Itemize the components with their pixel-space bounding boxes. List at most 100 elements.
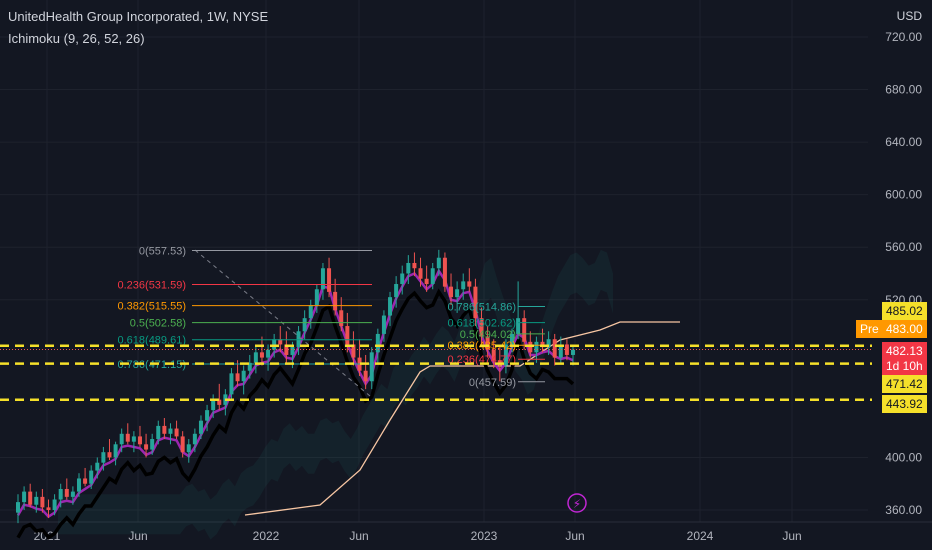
candle-body <box>235 373 240 382</box>
candle-body <box>369 352 374 382</box>
fib-level-label: 0.786(471.15) <box>118 359 187 371</box>
candle-body <box>308 305 313 319</box>
y-tick-label: 720.00 <box>885 30 922 44</box>
candle-body <box>162 425 167 434</box>
candle-body <box>198 420 203 434</box>
candle-body <box>89 470 94 484</box>
pre-market-badge: Pre <box>856 320 883 338</box>
candle-body <box>205 410 210 421</box>
lightning-icon: ⚡ <box>573 497 581 511</box>
candle-body <box>107 452 112 458</box>
candle-body <box>174 428 179 437</box>
candle-body <box>516 318 521 334</box>
candle-body <box>113 444 118 458</box>
candle-body <box>461 281 466 290</box>
x-tick-label: 2024 <box>687 529 714 543</box>
candle-body <box>528 341 533 353</box>
price-tag: 482.13 <box>882 342 927 360</box>
x-tick-label: Jun <box>565 529 584 543</box>
candle-body <box>534 341 539 353</box>
x-tick-label: 2022 <box>253 529 280 543</box>
candle-body <box>266 349 271 358</box>
candle-body <box>436 257 441 269</box>
candle-body <box>229 373 234 395</box>
fib-level-label: 0.618(489.61) <box>118 335 187 347</box>
candle-body <box>247 362 252 371</box>
x-tick-label: Jun <box>349 529 368 543</box>
candle-body <box>28 491 33 505</box>
fib-level-label: 0.618(502.62) <box>448 318 517 330</box>
candle-body <box>119 433 124 445</box>
y-tick-label: 360.00 <box>885 503 922 517</box>
fib-level-label: 0(457.59) <box>469 377 516 389</box>
candle-body <box>424 278 429 285</box>
y-tick-label: 680.00 <box>885 83 922 97</box>
candle-body <box>467 281 472 287</box>
candle-body <box>491 349 496 361</box>
candle-body <box>479 318 484 337</box>
earnings-event-icon <box>567 493 587 513</box>
candle-body <box>83 478 88 484</box>
candle-body <box>150 439 155 450</box>
candle-body <box>381 315 386 334</box>
price-tag: 1d 10h <box>882 357 927 375</box>
candle-body <box>70 491 75 497</box>
candle-body <box>406 262 411 274</box>
candle-body <box>125 433 130 442</box>
candle-body <box>137 436 142 445</box>
candle-body <box>564 344 569 355</box>
candle-body <box>400 273 405 285</box>
candle-body <box>327 268 332 292</box>
candle-body <box>388 297 393 316</box>
candle-body <box>339 310 344 327</box>
price-tag: 483.00 <box>882 320 927 338</box>
candle-body <box>571 349 575 355</box>
candle-body <box>46 507 51 510</box>
candle-body <box>259 352 264 358</box>
candle-body <box>34 496 39 505</box>
candle-body <box>290 347 295 355</box>
candle-body <box>345 326 350 345</box>
candle-body <box>284 344 289 355</box>
candle-body <box>314 289 319 306</box>
y-tick-label: 640.00 <box>885 135 922 149</box>
indicator-label[interactable]: Ichimoku (9, 26, 52, 26) <box>8 31 145 46</box>
candle-body <box>552 339 557 358</box>
y-tick-label: 400.00 <box>885 450 922 464</box>
candle-body <box>40 496 45 508</box>
candle-body <box>320 268 325 290</box>
candle-body <box>156 425 161 440</box>
candle-body <box>442 257 447 287</box>
candle-body <box>101 452 106 463</box>
candle-body <box>241 370 246 382</box>
candle-body <box>272 339 277 350</box>
candle-body <box>485 336 490 350</box>
price-tag: 443.92 <box>882 395 927 413</box>
candle-body <box>22 491 27 503</box>
candle-body <box>503 344 508 366</box>
price-tag: 485.02 <box>882 302 927 320</box>
candle-body <box>394 284 399 298</box>
candle-body <box>449 286 454 298</box>
fib-level-label: 0.236(531.59) <box>118 280 187 292</box>
candle-body <box>16 502 20 513</box>
candle-body <box>144 444 149 450</box>
candle-body <box>186 444 191 453</box>
candle-body <box>192 433 197 445</box>
price-tag: 471.42 <box>882 375 927 393</box>
candle-body <box>64 488 69 497</box>
candle-body <box>375 333 380 353</box>
candle-body <box>363 370 368 382</box>
x-tick-label: Jun <box>782 529 801 543</box>
kijun-line <box>16 288 575 540</box>
candle-body <box>351 344 356 358</box>
candle-body <box>52 499 57 510</box>
candle-body <box>253 352 258 363</box>
candle-body <box>180 436 185 453</box>
candle-body <box>302 318 307 332</box>
candle-body <box>58 488 63 500</box>
candle-body <box>211 399 216 411</box>
